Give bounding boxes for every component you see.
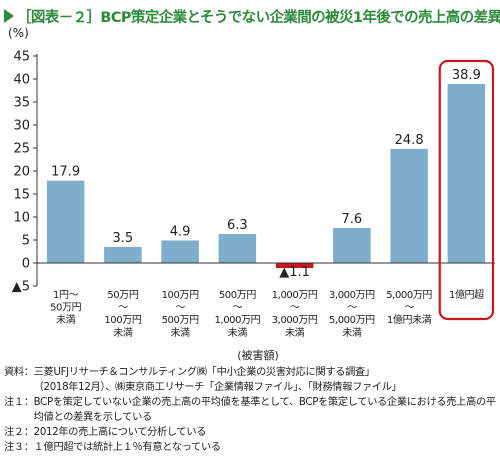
note-line: BCPを策定していない企業の売上高の平均値を基準として、BCPを策定している企業… — [33, 397, 496, 423]
data-label: 7.6 — [342, 212, 363, 227]
x-tick-label: 3,000万円～ 5,000万円未満 — [329, 290, 375, 339]
chart-notes: 資料： 三菱UFJリサーチ＆コンサルティング㈱「中小企業の災害対応に関する調査」 （… — [4, 365, 498, 455]
y-tick-label: ▲5 — [12, 280, 30, 295]
note-line: １億円超では統計上１％有意となっている — [33, 442, 221, 453]
y-tick-label: 0 — [22, 257, 30, 272]
x-axis-label: (被害額) — [237, 348, 279, 362]
x-tick-label: 5,000万円～ 1億円未満 — [386, 290, 432, 326]
note-line: 2012年の売上高について分析している — [33, 427, 207, 438]
note-text: １億円超では統計上１％有意となっている — [34, 440, 498, 455]
note-label: 注１： — [4, 397, 34, 408]
x-tick-label: 1,000万円～ 3,000万円未満 — [272, 290, 318, 339]
y-tick-label: 40 — [13, 73, 30, 88]
bar — [104, 246, 142, 263]
data-label: 6.3 — [227, 218, 248, 233]
note-label: 注２： — [4, 427, 34, 438]
data-label: 38.9 — [452, 68, 481, 83]
bar — [333, 228, 371, 263]
y-tick-label: 35 — [13, 96, 30, 111]
y-tick-label: 20 — [13, 165, 30, 180]
data-label: 24.8 — [395, 133, 424, 148]
note-text: BCPを策定していない企業の売上高の平均値を基準として、BCPを策定している企業… — [34, 395, 498, 425]
note-text: 2012年の売上高について分析している — [34, 425, 498, 440]
x-tick-label: 50万円～ 100万円未満 — [104, 290, 141, 339]
x-tick-label: 100万円～ 500万円未満 — [162, 290, 199, 339]
significance-highlight-frame — [438, 59, 495, 321]
note-row: 注３： １億円超では統計上１％有意となっている — [4, 440, 498, 455]
bar — [275, 263, 314, 269]
bar-chart: (%) ▲5 0 5 10 15 20 25 30 35 40 45 17.9 3.5 4.9 6.3 ▲1.1… — [8, 26, 495, 362]
note-text: 三菱UFJリサーチ＆コンサルティング㈱「中小企業の災害対応に関する調査」 （201… — [34, 365, 498, 395]
x-tick-label: 500万円～ 1,000万円未満 — [214, 290, 260, 339]
data-label: ▲1.1 — [279, 265, 310, 280]
y-tick-label: 10 — [13, 211, 30, 226]
data-label: 3.5 — [113, 231, 134, 246]
note-line: 三菱UFJリサーチ＆コンサルティング㈱「中小企業の災害対応に関する調査」 — [33, 367, 375, 378]
triangle-marker-icon — [4, 9, 14, 23]
bar — [46, 180, 85, 263]
y-tick-label: 30 — [13, 119, 30, 134]
data-label: 17.9 — [51, 165, 80, 180]
note-label: 注３： — [4, 442, 34, 453]
y-tick-label: 25 — [13, 142, 30, 157]
bar — [218, 234, 257, 263]
note-row: 注１： BCPを策定していない企業の売上高の平均値を基準として、BCPを策定してい… — [4, 395, 498, 425]
note-row: 資料： 三菱UFJリサーチ＆コンサルティング㈱「中小企業の災害対応に関する調査」 （… — [4, 365, 498, 395]
bar — [447, 84, 486, 263]
bar — [161, 240, 199, 263]
y-tick-label: 15 — [13, 188, 30, 203]
x-tick-label: 1億円超 — [449, 288, 484, 301]
note-line: （2018年12月）、㈱東京商工リサーチ「企業情報ファイル」、「財務情報ファイル… — [33, 382, 402, 393]
y-unit-label: (%) — [8, 26, 29, 40]
x-tick-label: 1円～ 50万円未満 — [50, 290, 82, 326]
note-row: 注２： 2012年の売上高について分析している — [4, 425, 498, 440]
bar — [390, 148, 428, 263]
chart-title-row: ［図表－２］BCP策定企業とそうでない企業間の被災1年後での売上高の差異 — [4, 5, 500, 27]
chart-title: ［図表－２］BCP策定企業とそうでない企業間の被災1年後での売上高の差異 — [17, 9, 500, 26]
y-tick-label: 5 — [22, 234, 30, 249]
y-tick-label: 45 — [13, 50, 30, 65]
data-label: 4.9 — [170, 224, 191, 239]
note-label: 資料： — [4, 367, 34, 378]
